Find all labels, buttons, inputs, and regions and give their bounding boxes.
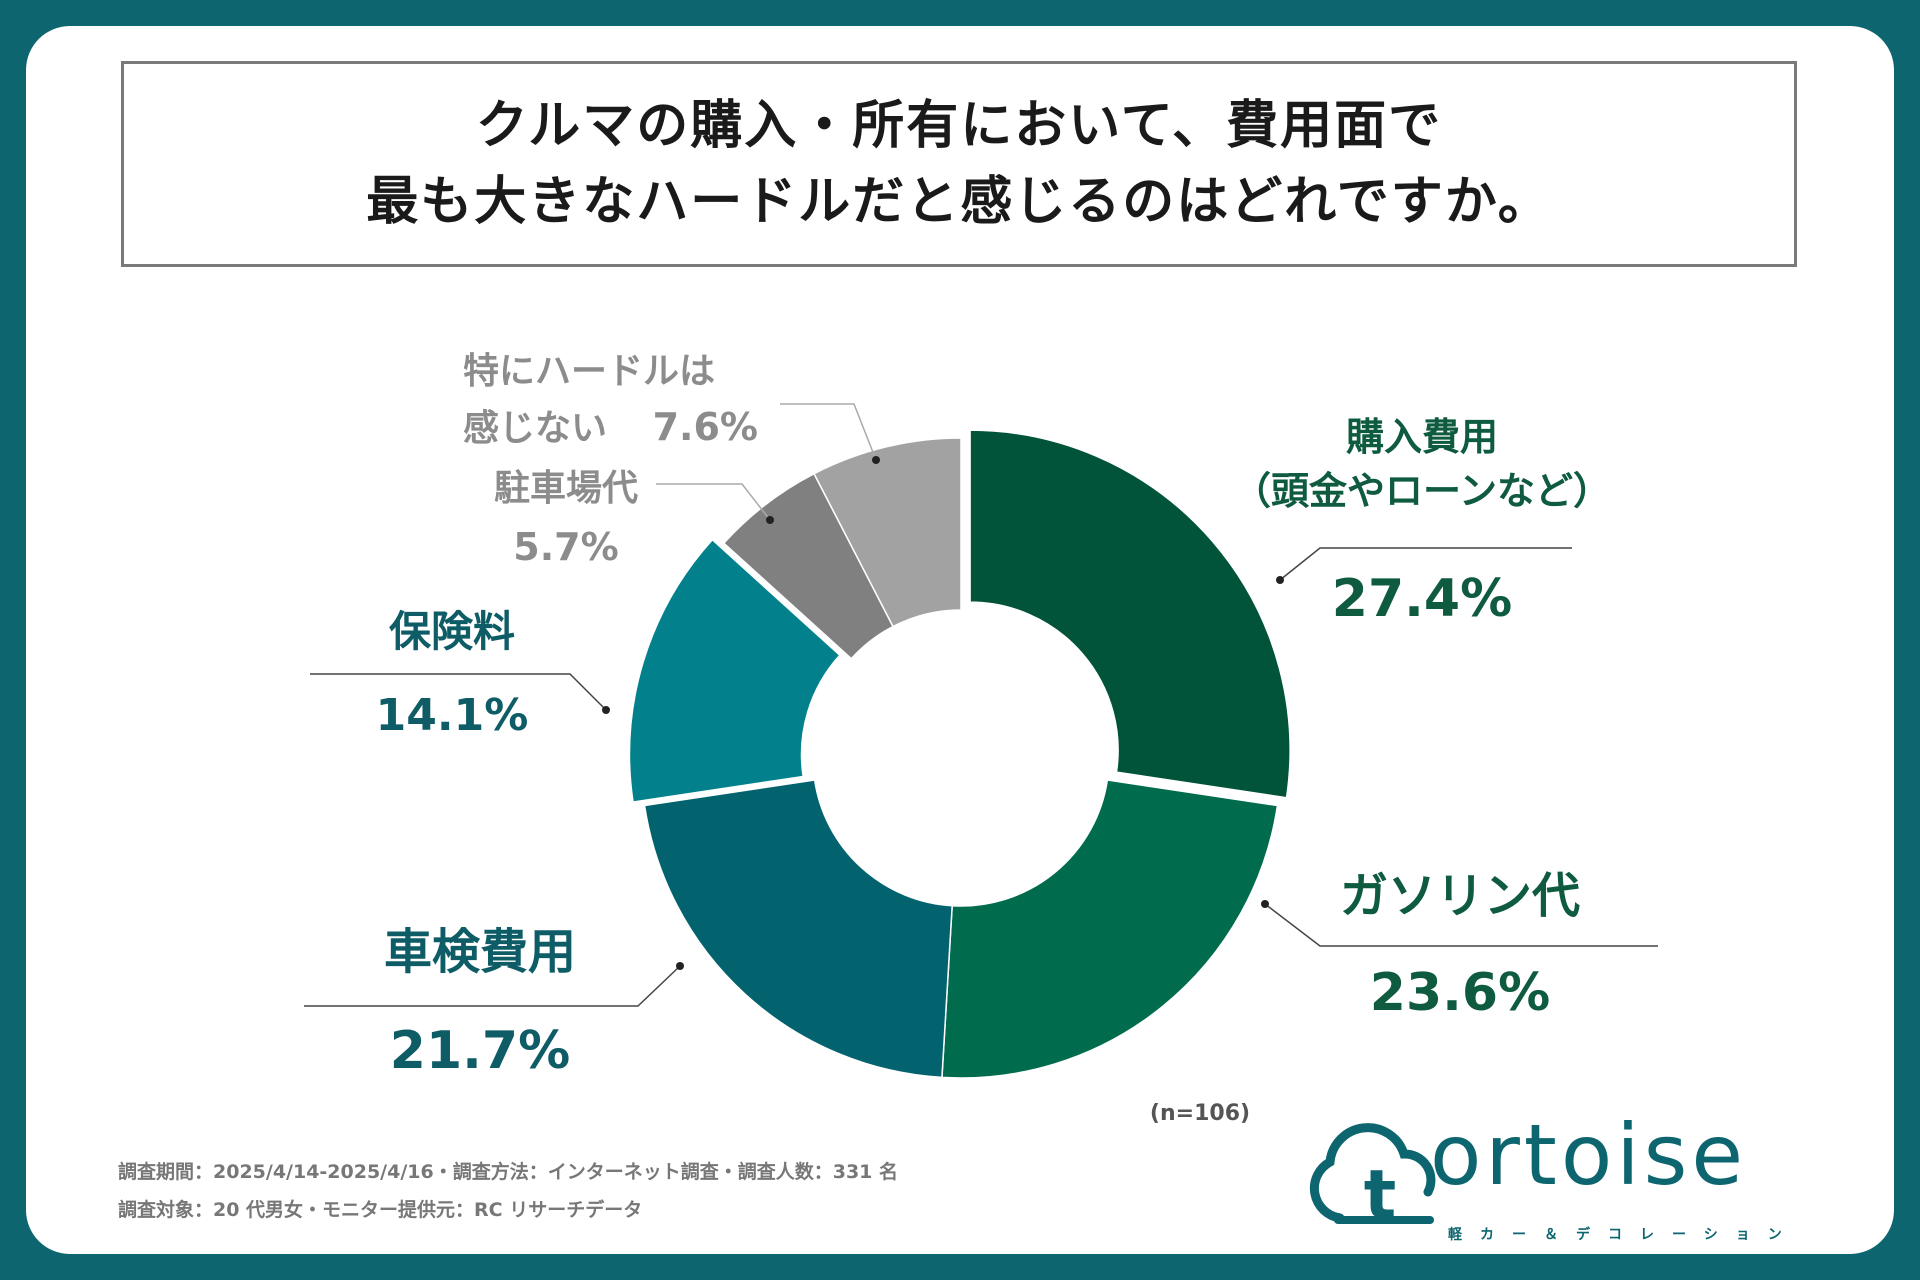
logo-wordmark: ortoise xyxy=(1430,1106,1748,1204)
slice-name-label: 購入費用 xyxy=(1346,415,1498,459)
donut-slice xyxy=(941,779,1279,1079)
slice-value-label: 7.6% xyxy=(653,405,758,449)
leader-dot xyxy=(1276,576,1284,584)
slice-name-label: 車検費用 xyxy=(384,924,576,980)
slice-value-label: 27.4% xyxy=(1332,569,1512,629)
leader-line xyxy=(1279,547,1572,581)
slice-name-label: 駐車場代 xyxy=(494,468,638,509)
survey-notes: 調査期間：2025/4/14-2025/4/16・調査方法：インターネット調査・… xyxy=(118,1153,898,1229)
leader-dot xyxy=(602,706,610,714)
leader-line xyxy=(656,483,771,521)
donut-slice xyxy=(813,437,962,628)
leader-dot xyxy=(1261,900,1269,908)
slice-name-label: ガソリン代 xyxy=(1340,868,1580,924)
slice-value-label: 23.6% xyxy=(1370,963,1550,1023)
title-line-1: クルマの購入・所有において、費用面で xyxy=(475,96,1443,156)
title-line-2: 最も大きなハードルだと感じるのはどれですか。 xyxy=(366,172,1552,232)
slice-name-label: 保険料 xyxy=(389,607,515,656)
donut-slice xyxy=(969,429,1291,799)
survey-note-line-2: 調査対象：20 代男女・モニター提供元：RC リサーチデータ xyxy=(118,1199,643,1221)
leader-line xyxy=(780,403,877,461)
logo-tagline: 軽カー＆デコレーション xyxy=(1448,1227,1800,1243)
slice-value-label: 21.7% xyxy=(390,1021,570,1081)
tortoise-logo: t ortoise 軽カー＆デコレーション xyxy=(1300,1106,1820,1260)
donut-slice xyxy=(628,538,841,803)
leader-line xyxy=(304,965,681,1007)
title-box: クルマの購入・所有において、費用面で 最も大きなハードルだと感じるのはどれですか… xyxy=(121,61,1797,267)
leader-dot xyxy=(872,456,880,464)
sample-size-label: (n=106) xyxy=(1150,1101,1250,1126)
donut-hole xyxy=(813,610,1109,906)
survey-note-line-1: 調査期間：2025/4/14-2025/4/16・調査方法：インターネット調査・… xyxy=(118,1161,899,1183)
leader-dot xyxy=(676,962,684,970)
slice-name-label: （頭金やローンなど） xyxy=(1233,469,1611,513)
leader-line xyxy=(1264,903,1658,947)
leader-dot xyxy=(766,516,774,524)
slice-value-label: 5.7% xyxy=(513,525,618,569)
slice-name-label: 感じない xyxy=(463,408,607,449)
leader-line xyxy=(310,673,607,711)
slice-value-label: 14.1% xyxy=(376,690,529,741)
slice-name-label: 特にハードルは xyxy=(463,351,715,392)
cloud-t-logo-icon: t xyxy=(1309,1123,1436,1230)
